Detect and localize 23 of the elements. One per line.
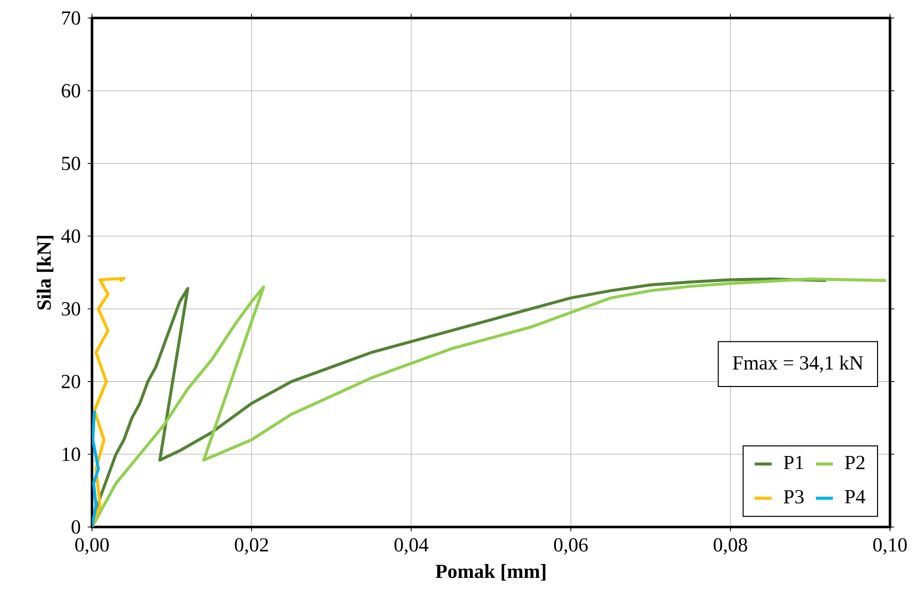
x-tick-label: 0,02 (234, 538, 268, 555)
x-tick-label: 0,08 (714, 538, 748, 555)
y-tick-label: 0 (72, 520, 80, 534)
x-tick-label: 0,00 (75, 538, 109, 555)
legend-label: P1 (784, 456, 804, 470)
line-series (92, 409, 100, 527)
legend-label: P4 (844, 490, 866, 504)
y-tick-label: 50 (62, 156, 80, 170)
y-tick-label: 20 (62, 374, 80, 388)
y-tick-label: 40 (61, 229, 80, 243)
x-axis-title: Pomak [mm] (436, 564, 546, 581)
y-tick-label: 10 (62, 448, 80, 462)
x-tick-label: 0,10 (873, 538, 907, 555)
x-tick-label: 0,06 (554, 538, 588, 555)
y-axis-title: Sila [kN] (36, 236, 54, 310)
legend-label: P2 (844, 456, 864, 470)
annotation: Fmax = 34,1 kN (732, 356, 864, 373)
line-series (92, 276, 126, 527)
x-tick-label: 0,04 (394, 538, 428, 555)
y-tick-label: 30 (62, 302, 80, 316)
y-tick-label: 70 (62, 11, 80, 25)
y-tick-label: 60 (62, 84, 80, 98)
legend-label: P3 (784, 490, 804, 504)
